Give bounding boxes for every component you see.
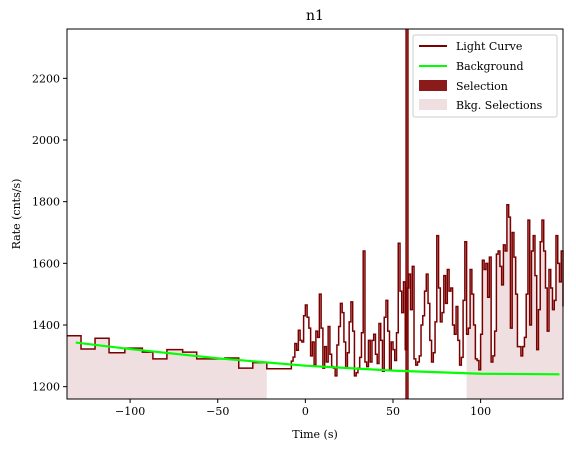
curves-layer — [67, 204, 564, 377]
legend-box — [412, 34, 558, 118]
background-line — [75, 341, 560, 376]
legend-label-background: Background — [456, 60, 524, 73]
y-tick-label: 2000 — [32, 134, 60, 147]
y-tick-label: 2200 — [32, 72, 60, 85]
bkg-selection-bands — [67, 204, 563, 399]
ticks-layer: −100 −50 0 50 100 1200 1400 1600 1800 2000 2200 — [32, 72, 491, 418]
selection-band — [405, 29, 409, 399]
light-curve-line — [67, 204, 564, 377]
chart-title: n1 — [306, 8, 324, 24]
bkg-selection-band-0 — [67, 335, 267, 399]
x-tick-label: 50 — [386, 405, 400, 418]
x-tick-label: 100 — [470, 405, 491, 418]
legend: Light Curve Background Selection Bkg. Se… — [412, 34, 558, 118]
x-tick-label: −100 — [115, 405, 145, 418]
legend-label-light-curve: Light Curve — [456, 40, 522, 53]
y-tick-label: 1800 — [32, 196, 60, 209]
x-tick-label: −50 — [206, 405, 229, 418]
legend-label-bkg-selections: Bkg. Selections — [456, 99, 543, 112]
y-tick-label: 1600 — [32, 257, 60, 270]
selection-band-rect — [405, 29, 409, 399]
y-tick-label: 1400 — [32, 319, 60, 332]
x-axis-label: Time (s) — [292, 428, 338, 441]
y-tick-label: 1200 — [32, 381, 60, 394]
legend-swatch-bkg-selections — [419, 99, 447, 110]
legend-swatch-selection — [419, 80, 447, 91]
legend-label-selection: Selection — [456, 80, 508, 93]
x-tick-label: 0 — [302, 405, 309, 418]
plot-frame — [66, 28, 564, 400]
y-axis-label: Rate (cnts/s) — [10, 179, 23, 250]
